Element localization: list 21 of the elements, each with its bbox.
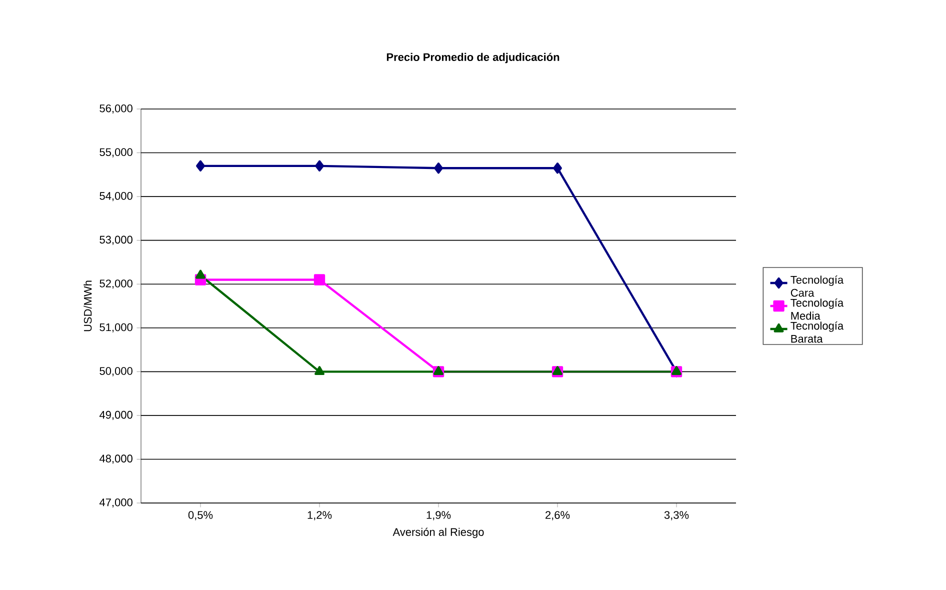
- legend-label: Tecnología Cara: [790, 276, 844, 297]
- y-tick-label: 51,000: [100, 323, 132, 332]
- x-tick-label: 1,9%: [426, 511, 451, 520]
- y-axis-title: USD/MWh: [84, 280, 92, 332]
- y-tick-label: 56,000: [100, 104, 132, 114]
- y-tick-label: 53,000: [100, 236, 132, 245]
- y-tick-label: 49,000: [99, 410, 132, 420]
- chart-title: Precio Promedio de adjudicación: [386, 52, 560, 64]
- legend-label: Tecnología Barata: [790, 321, 844, 343]
- y-tick-label: 52,000: [100, 280, 132, 289]
- x-tick-label: 1,2%: [308, 511, 332, 520]
- x-tick-label: 0,5%: [188, 511, 213, 520]
- y-tick-label: 50,000: [100, 367, 132, 376]
- y-tick-label: 54,000: [100, 192, 132, 202]
- legend-label: Tecnología Media: [790, 298, 844, 320]
- y-tick-label: 55,000: [100, 148, 132, 158]
- x-axis-title: Aversión al Riesgo: [392, 528, 484, 538]
- x-tick-label: 3,3%: [664, 511, 689, 520]
- x-tick-label: 2,6%: [546, 511, 570, 520]
- y-tick-label: 47,000: [99, 498, 132, 508]
- y-tick-label: 48,000: [99, 454, 132, 464]
